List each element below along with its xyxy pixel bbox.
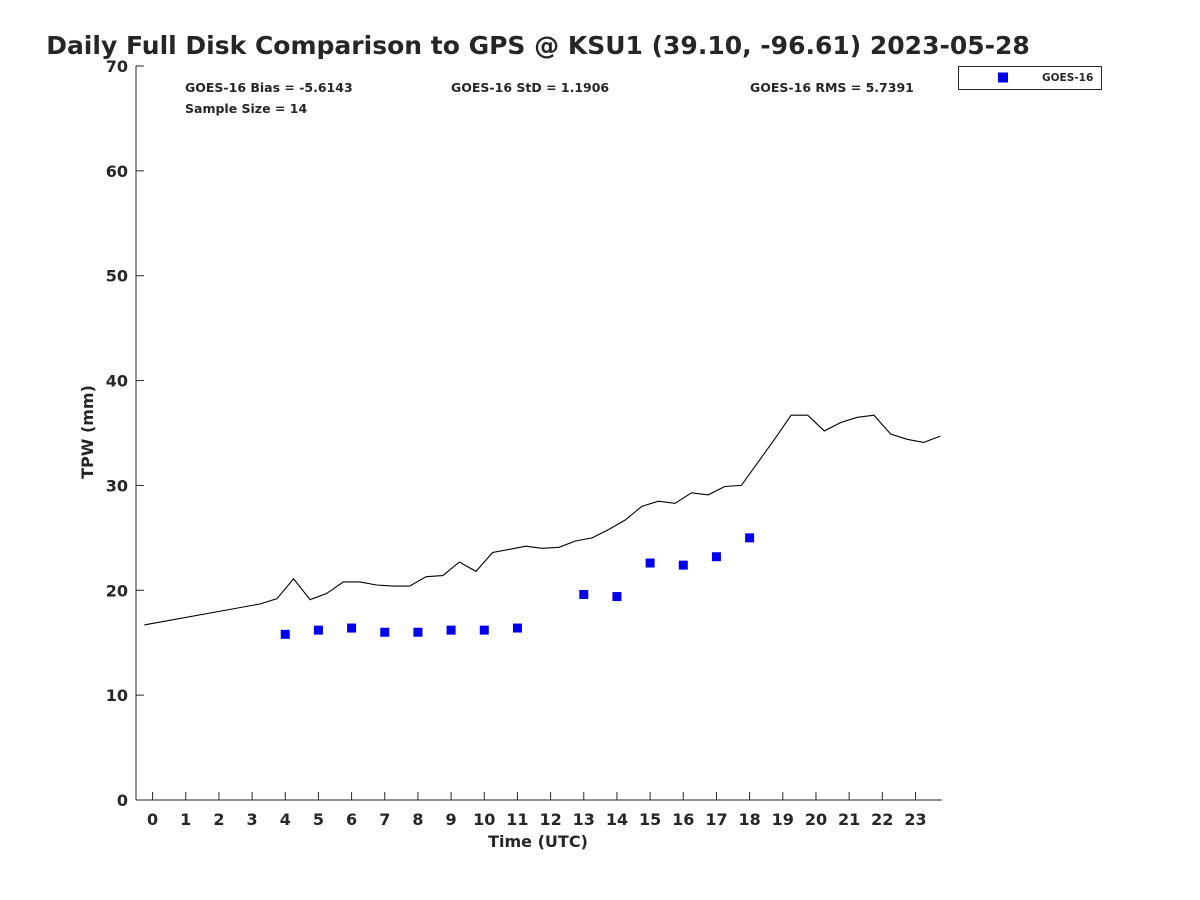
- x-tick-label: 5: [313, 810, 324, 829]
- x-tick-label: 13: [573, 810, 595, 829]
- legend-box: [958, 66, 1102, 90]
- std-stat: GOES-16 StD = 1.1906: [451, 80, 609, 95]
- goes16-point: [313, 625, 323, 635]
- y-tick-label: 10: [106, 686, 128, 705]
- goes16-point: [413, 627, 423, 637]
- sample-size-stat: Sample Size = 14: [185, 101, 307, 116]
- y-tick-label: 0: [117, 791, 128, 810]
- y-tick-label: 60: [106, 162, 128, 181]
- bias-stat: GOES-16 Bias = -5.6143: [185, 80, 353, 95]
- x-tick-label: 1: [180, 810, 191, 829]
- y-tick-label: 30: [106, 476, 128, 495]
- x-tick-label: 20: [805, 810, 827, 829]
- x-tick-label: 16: [672, 810, 694, 829]
- y-axis-label: TPW (mm): [78, 385, 97, 479]
- goes16-point: [678, 560, 688, 570]
- x-tick-label: 3: [247, 810, 258, 829]
- x-axis-label: Time (UTC): [488, 832, 588, 851]
- x-tick-label: 7: [379, 810, 390, 829]
- plot-area: [144, 414, 941, 639]
- y-tick-label: 50: [106, 267, 128, 286]
- goes16-point: [479, 625, 489, 635]
- goes16-point: [645, 558, 655, 568]
- goes16-point: [280, 629, 290, 639]
- x-tick-label: 6: [346, 810, 357, 829]
- x-tick-label: 22: [871, 810, 893, 829]
- x-tick-label: 23: [904, 810, 926, 829]
- goes16-point: [512, 623, 522, 633]
- x-tick-label: 19: [772, 810, 794, 829]
- chart-title: Daily Full Disk Comparison to GPS @ KSU1…: [46, 31, 1030, 60]
- goes16-point: [711, 552, 721, 562]
- x-tick-label: 9: [446, 810, 457, 829]
- rms-stat: GOES-16 RMS = 5.7391: [750, 80, 914, 95]
- y-tick-label: 40: [106, 372, 128, 391]
- x-tick-label: 17: [705, 810, 727, 829]
- goes16-point: [579, 589, 589, 599]
- x-tick-label: 12: [539, 810, 561, 829]
- x-tick-label: 14: [606, 810, 628, 829]
- legend: GOES-16: [958, 66, 1102, 90]
- goes16-point: [745, 533, 755, 543]
- legend-marker-goes16: [998, 72, 1008, 83]
- x-tick-label: 8: [412, 810, 423, 829]
- x-tick-label: 21: [838, 810, 860, 829]
- x-tick-label: 2: [213, 810, 224, 829]
- goes16-point: [347, 623, 357, 633]
- x-tick-label: 0: [147, 810, 158, 829]
- goes16-point: [446, 625, 456, 635]
- x-tick-label: 18: [738, 810, 760, 829]
- goes16-point: [612, 592, 622, 602]
- x-tick-label: 4: [280, 810, 291, 829]
- x-tick-label: 10: [473, 810, 495, 829]
- x-tick-label: 15: [639, 810, 661, 829]
- gps-tpw-line: [144, 414, 941, 626]
- legend-label-goes16: GOES-16: [1042, 72, 1093, 84]
- y-tick-label: 70: [106, 57, 128, 76]
- x-tick-label: 11: [506, 810, 528, 829]
- y-tick-label: 20: [106, 581, 128, 600]
- goes16-point: [380, 627, 390, 637]
